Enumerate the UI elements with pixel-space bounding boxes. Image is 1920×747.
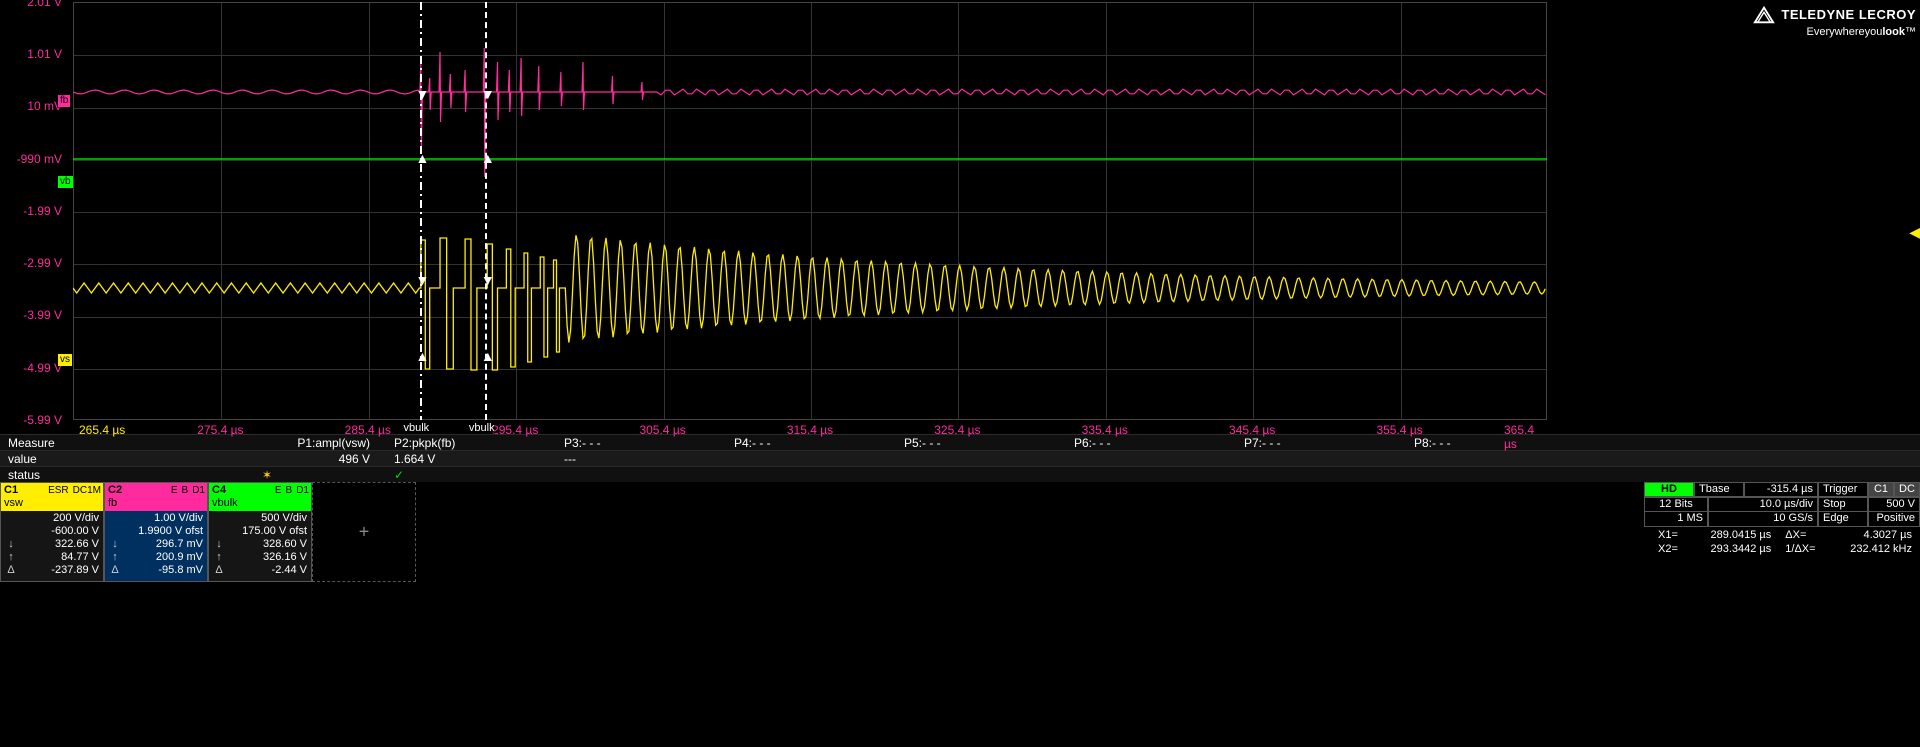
measure-p3-header[interactable]: P3:- - -	[560, 436, 730, 450]
tbase-label[interactable]: Tbase	[1694, 482, 1744, 497]
channel-indicator: D1	[190, 485, 207, 496]
measure-p2-value: 1.664 V	[390, 452, 560, 466]
tbase-value: -315.4 µs	[1744, 482, 1818, 497]
channel-offset: 175.00 V ofst	[213, 525, 307, 538]
x1-value: 289.0415 µs	[1692, 529, 1778, 541]
measure-p7-header[interactable]: P7:- - -	[1240, 436, 1410, 450]
measure-p2-header[interactable]: P2:pkpk(fb)	[390, 436, 560, 450]
measure-p6-header[interactable]: P6:- - -	[1070, 436, 1240, 450]
channel-cursor-delta: -95.8 mV	[158, 564, 203, 577]
channel-cursor-up: 200.9 mV	[156, 551, 203, 564]
channel-box-c2[interactable]: C2 E B D1 fb 1.00 V/div 1.9900 V ofst ↓ 2…	[104, 482, 208, 582]
brand-icon	[1753, 4, 1775, 26]
timebase-trigger-info: HD Tbase -315.4 µs Trigger C1 DC 12 Bits…	[1644, 482, 1920, 582]
channel-offset: -600.00 V	[5, 525, 99, 538]
measure-p5-header[interactable]: P5:- - -	[900, 436, 1070, 450]
delta-icon: Δ	[109, 564, 121, 577]
waveform-display[interactable]: 2.01 V1.01 V10 mV-990 mV-1.99 V-2.99 V-3…	[0, 0, 1920, 434]
trigger-channel: C1	[1868, 482, 1894, 497]
channel-badge: C2	[105, 484, 125, 496]
channel-scale: 1.00 V/div	[109, 512, 203, 525]
bottom-panel: C1 ESR DC1M vsw 200 V/div -600.00 V ↓ 322…	[0, 482, 1920, 582]
sample-rate: 10 GS/s	[1708, 512, 1818, 527]
measure-row-label: value	[0, 452, 160, 466]
channel-name: vsw	[1, 497, 103, 511]
channel-indicator: ESR	[46, 485, 71, 496]
up-arrow-icon: ↑	[213, 551, 225, 564]
channel-badge: C4	[209, 484, 229, 496]
measure-p4-header[interactable]: P4:- - -	[730, 436, 900, 450]
measure-p1-value: 496 V	[160, 452, 390, 466]
idx-label: 1/ΔX=	[1779, 543, 1829, 555]
x2-label: X2=	[1652, 543, 1690, 555]
measure-row-label: status	[0, 468, 160, 482]
dx-label: ΔX=	[1779, 529, 1829, 541]
measure-p1-header[interactable]: P1:ampl(vsw)	[160, 436, 390, 450]
x1-label: X1=	[1652, 529, 1690, 541]
brand-logo: TELEDYNE LECROY Everywhereyoulook™	[1753, 4, 1916, 39]
channel-indicator: E	[273, 485, 284, 496]
channel-indicator: B	[180, 485, 191, 496]
y-axis-labels: 2.01 V1.01 V10 mV-990 mV-1.99 V-2.99 V-3…	[0, 0, 68, 434]
measure-p3-value: ---	[560, 452, 730, 466]
measure-p2-status-icon: ✓	[390, 468, 560, 482]
channel-box-c1[interactable]: C1 ESR DC1M vsw 200 V/div -600.00 V ↓ 322…	[0, 482, 104, 582]
x2-value: 293.3442 µs	[1692, 543, 1778, 555]
channel-box-c4[interactable]: C4 E B D1 vbulk 500 V/div 175.00 V ofst …	[208, 482, 312, 582]
channel-scale: 200 V/div	[5, 512, 99, 525]
down-arrow-icon: ↓	[109, 538, 121, 551]
bits-value: 12 Bits	[1644, 497, 1708, 512]
measure-p8-header[interactable]: P8:- - -	[1410, 436, 1580, 450]
measure-row-label: Measure	[0, 436, 160, 450]
brand-tagline-bold: look	[1882, 26, 1905, 38]
channel-cursor-dn: 322.66 V	[55, 538, 99, 551]
brand-tagline-pre: Everywhereyou	[1807, 26, 1883, 38]
trigger-level: 500 V	[1868, 497, 1920, 512]
trigger-edge: Edge	[1818, 512, 1868, 527]
channel-scale: 500 V/div	[213, 512, 307, 525]
dx-value: 4.3027 µs	[1831, 529, 1918, 541]
channel-cursor-dn: 296.7 mV	[156, 538, 203, 551]
cursor-readout-table: X1= 289.0415 µs ΔX= 4.3027 µs X2= 293.34…	[1644, 527, 1920, 557]
channel-cursor-delta: -237.89 V	[51, 564, 99, 577]
channel-name: fb	[105, 497, 207, 511]
brand-name: TELEDYNE LECROY	[1781, 7, 1916, 23]
up-arrow-icon: ↑	[5, 551, 17, 564]
add-channel-slot[interactable]	[312, 482, 416, 582]
channel-offset: 1.9900 V ofst	[109, 525, 203, 538]
timediv-value: 10.0 µs/div	[1708, 497, 1818, 512]
trigger-slope: Positive	[1868, 512, 1920, 527]
channel-cursor-up: 84.77 V	[61, 551, 99, 564]
stop-status: Stop	[1818, 497, 1868, 512]
channel-indicator: DC1M	[71, 485, 103, 496]
channel-name: vbulk	[209, 497, 311, 511]
memory-value: 1 MS	[1644, 512, 1708, 527]
channel-cursor-dn: 328.60 V	[263, 538, 307, 551]
brand-tagline-tm: ™	[1905, 26, 1916, 38]
idx-value: 232.412 kHz	[1831, 543, 1918, 555]
hd-badge: HD	[1644, 482, 1694, 497]
trigger-label[interactable]: Trigger	[1818, 482, 1868, 497]
channel-indicator: D1	[294, 485, 311, 496]
up-arrow-icon: ↑	[109, 551, 121, 564]
channel-indicator: E	[169, 485, 180, 496]
waveform-svg	[73, 2, 1547, 420]
channel-indicator: B	[284, 485, 295, 496]
down-arrow-icon: ↓	[5, 538, 17, 551]
channel-cursor-delta: -2.44 V	[272, 564, 307, 577]
measure-p1-status-icon: ✶	[160, 468, 390, 482]
down-arrow-icon: ↓	[213, 538, 225, 551]
measurement-table: Measure P1:ampl(vsw) P2:pkpk(fb) P3:- - …	[0, 434, 1920, 482]
channel-badge: C1	[1, 484, 21, 496]
delta-icon: Δ	[213, 564, 225, 577]
channel-cursor-up: 326.16 V	[263, 551, 307, 564]
trigger-coupling: DC	[1894, 482, 1920, 497]
delta-icon: Δ	[5, 564, 17, 577]
